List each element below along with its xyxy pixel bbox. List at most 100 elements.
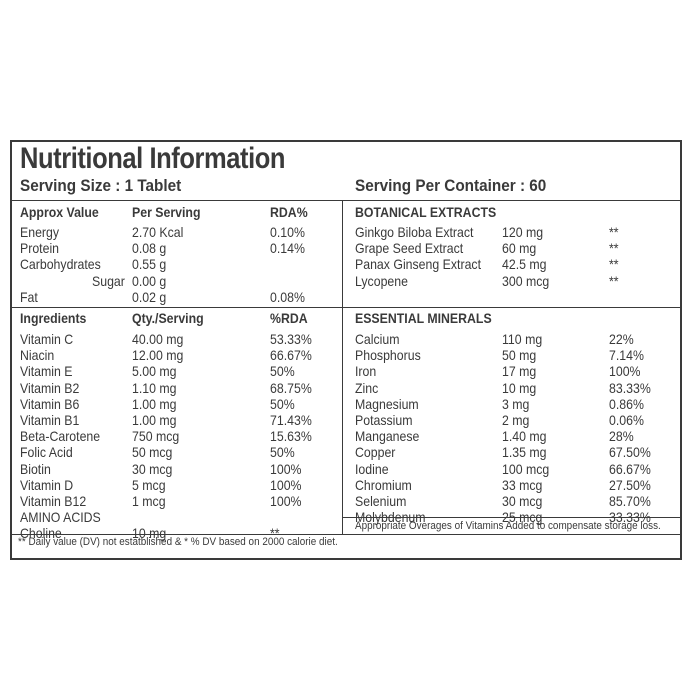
mineral-rda: 83.33%: [609, 379, 651, 396]
mineral-name: Selenium: [355, 493, 407, 509]
mineral-rda: 22%: [609, 331, 634, 347]
mineral-rda: 67.50%: [609, 444, 651, 461]
extract-rda: **: [609, 272, 619, 289]
divider: [342, 307, 680, 308]
ingredient-rda: 100%: [270, 460, 302, 477]
mineral-rda: 0.86%: [609, 395, 644, 412]
mineral-name: Calcium: [355, 331, 400, 347]
ingredient-name: Vitamin B1: [20, 412, 80, 428]
ingredient-value: 1.10 mg: [132, 379, 177, 396]
mineral-name: Copper: [355, 444, 396, 461]
mineral-value: 50 mg: [502, 347, 537, 364]
nutrient-value: 0.08 g: [132, 240, 167, 257]
ingredient-rda: 50%: [270, 363, 295, 380]
mineral-value: 100 mcg: [502, 460, 550, 477]
mineral-rda: 27.50%: [609, 476, 651, 493]
ingredient-value: 5.00 mg: [132, 363, 177, 380]
nutrient-name: Protein: [20, 240, 60, 257]
mineral-rda: 33.33%: [609, 509, 651, 526]
nutrient-name: Fat: [20, 288, 38, 305]
ingredient-value: 10 mg: [132, 525, 167, 542]
extract-name: Panax Ginseng Extract: [355, 256, 482, 273]
nutrient-rda: 0.08%: [270, 288, 305, 305]
ingredient-name: Vitamin B12: [20, 493, 87, 509]
nutrient-value: 0.02 g: [132, 288, 167, 305]
mineral-rda: 66.67%: [609, 460, 651, 477]
ingredient-value: 5 mcg: [132, 476, 166, 493]
ingredient-value: 1.00 mg: [132, 395, 177, 412]
extract-rda: **: [609, 224, 619, 240]
nutrient-name: Sugar: [92, 272, 125, 289]
serving-per-container: Serving Per Container : 60: [355, 176, 547, 195]
mineral-name: Zinc: [355, 379, 379, 396]
mineral-name: Chromium: [355, 476, 412, 493]
mineral-value: 33 mcg: [502, 476, 543, 493]
mineral-value: 110 mg: [502, 331, 543, 347]
ingredient-value: 1.00 mg: [132, 412, 177, 428]
nutrient-value: 0.55 g: [132, 256, 167, 273]
extract-rda: **: [609, 240, 619, 257]
mineral-rda: 0.06%: [609, 412, 644, 428]
ingredient-name: Vitamin E: [20, 363, 73, 380]
column-header: Qty./Serving: [132, 310, 204, 326]
extract-name: Lycopene: [355, 272, 408, 289]
column-header: %RDA: [270, 310, 308, 326]
mineral-name: Iron: [355, 363, 377, 380]
ingredient-rda: 50%: [270, 395, 295, 412]
mineral-value: 1.40 mg: [502, 428, 547, 445]
extract-value: 120 mg: [502, 224, 544, 240]
extract-value: 60 mg: [502, 240, 537, 257]
extract-value: 300 mcg: [502, 272, 550, 289]
mineral-rda: 7.14%: [609, 347, 644, 364]
ingredient-rda: 53.33%: [270, 331, 312, 347]
column-divider: [342, 200, 343, 534]
ingredient-name: Vitamin B2: [20, 379, 80, 396]
mineral-name: Potassium: [355, 412, 413, 428]
ingredient-name: Choline: [20, 525, 62, 542]
nutrition-panel: Nutritional Information Serving Size : 1…: [10, 140, 682, 560]
mineral-value: 2 mg: [502, 412, 530, 428]
ingredient-value: 40.00 mg: [132, 331, 184, 347]
ingredient-name: Vitamin C: [20, 331, 74, 347]
mineral-name: Phosphorus: [355, 347, 421, 364]
ingredient-name: Vitamin D: [20, 476, 74, 493]
extract-name: Grape Seed Extract: [355, 240, 464, 257]
column-header: Ingredients: [20, 310, 87, 326]
ingredient-rda: 68.75%: [270, 379, 312, 396]
mineral-name: Magnesium: [355, 395, 419, 412]
ingredient-name: Folic Acid: [20, 444, 73, 461]
nutrient-rda: 0.14%: [270, 240, 305, 257]
serving-size: Serving Size : 1 Tablet: [20, 176, 182, 195]
ingredient-rda: 15.63%: [270, 428, 312, 445]
nutrient-name: Carbohydrates: [20, 256, 101, 273]
divider: [12, 534, 680, 535]
ingredient-rda: 100%: [270, 476, 302, 493]
extract-value: 42.5 mg: [502, 256, 547, 273]
divider: [12, 307, 342, 308]
ingredient-rda: 71.43%: [270, 412, 312, 428]
section-header: ESSENTIAL MINERALS: [355, 310, 492, 326]
ingredient-name: AMINO ACIDS: [20, 509, 101, 526]
nutrient-name: Energy: [20, 224, 60, 240]
mineral-value: 25 mcg: [502, 509, 543, 526]
mineral-rda: 85.70%: [609, 493, 651, 509]
mineral-value: 3 mg: [502, 395, 530, 412]
ingredient-rda: 66.67%: [270, 347, 312, 364]
mineral-value: 10 mg: [502, 379, 537, 396]
section-header: BOTANICAL EXTRACTS: [355, 204, 497, 220]
mineral-name: Iodine: [355, 460, 389, 477]
ingredient-name: Beta-Carotene: [20, 428, 101, 445]
footnote: ** Daily value (DV) not estatblished & *…: [18, 536, 338, 548]
mineral-value: 17 mg: [502, 363, 537, 380]
nutrient-value: 2.70 Kcal: [132, 224, 184, 240]
mineral-value: 30 mcg: [502, 493, 543, 509]
ingredient-name: Vitamin B6: [20, 395, 80, 412]
divider: [342, 517, 680, 518]
nutrient-rda: 0.10%: [270, 224, 305, 240]
ingredient-rda: 100%: [270, 493, 302, 509]
column-header: Approx Value: [20, 204, 99, 220]
ingredient-value: 30 mcg: [132, 460, 173, 477]
mineral-name: Molybdenum: [355, 509, 426, 526]
ingredient-value: 12.00 mg: [132, 347, 184, 364]
ingredient-value: 50 mcg: [132, 444, 173, 461]
